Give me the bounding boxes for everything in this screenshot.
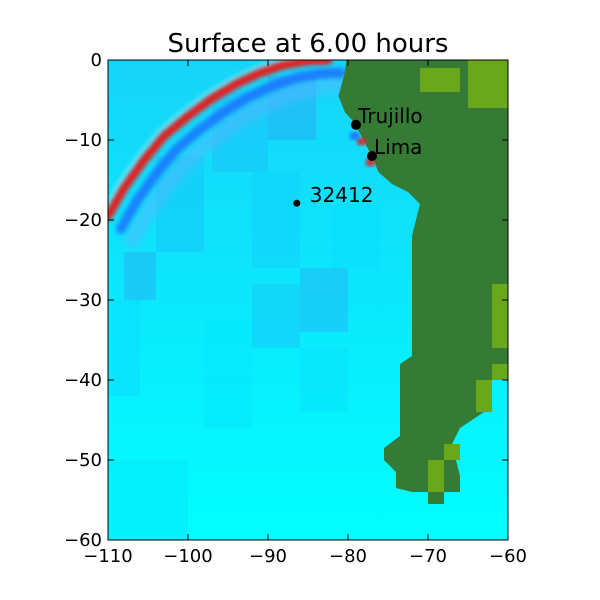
wave-trough xyxy=(115,67,346,234)
ocean-cell xyxy=(252,284,300,348)
marker-dot xyxy=(367,151,377,161)
marker-label: 32412 xyxy=(310,183,374,207)
highland-patch xyxy=(492,284,508,348)
chart-title: Surface at 6.00 hours xyxy=(168,29,449,59)
y-tick-label: −20 xyxy=(64,210,102,231)
x-tick-label: −60 xyxy=(489,546,527,567)
coastal-anomaly xyxy=(349,132,360,140)
coastal-anomaly xyxy=(356,137,367,146)
marker-dot xyxy=(351,119,361,130)
highland-patch xyxy=(468,60,508,108)
y-tick-label: −30 xyxy=(64,290,102,311)
land-polygon xyxy=(338,60,508,504)
marker-dot xyxy=(293,199,301,207)
highland-patch xyxy=(492,364,508,380)
y-tick-label: −60 xyxy=(64,530,102,551)
wave-crest xyxy=(108,60,333,221)
y-tick-label: 0 xyxy=(91,50,102,71)
marker-label: Lima xyxy=(374,135,422,159)
y-tick-label: −50 xyxy=(64,450,102,471)
x-tick-label: −100 xyxy=(163,546,212,567)
ocean-cell xyxy=(108,300,140,396)
wave-crest-edge xyxy=(108,60,289,206)
ocean-cell xyxy=(332,204,380,268)
x-tick-label: −80 xyxy=(329,546,367,567)
ocean-cell xyxy=(108,460,188,540)
highland-patch xyxy=(420,68,460,92)
x-tick-label: −90 xyxy=(249,546,287,567)
ocean-cell xyxy=(124,252,156,300)
land-mass xyxy=(338,60,508,504)
axis-ticks: −110 −100 −90 −80 −70 −60 0 −10 −20 −30 −40 −50 −60 xyxy=(64,50,527,567)
ocean-cell xyxy=(252,172,300,268)
map-canvas xyxy=(108,60,508,540)
highland-patch xyxy=(476,380,492,412)
y-tick-label: −40 xyxy=(64,370,102,391)
y-tick-label: −10 xyxy=(64,130,102,151)
x-tick-label: −70 xyxy=(409,546,447,567)
highland-patch xyxy=(428,460,444,492)
ocean-cell xyxy=(204,316,252,428)
highland-patch xyxy=(444,444,460,460)
wave-trough-outer xyxy=(124,76,360,248)
marker-label: Trujillo xyxy=(357,104,423,128)
ocean-cell xyxy=(300,348,348,412)
tsunami-wave-front xyxy=(108,60,360,248)
ocean-cell xyxy=(300,268,348,332)
x-tick-label: −110 xyxy=(83,546,132,567)
